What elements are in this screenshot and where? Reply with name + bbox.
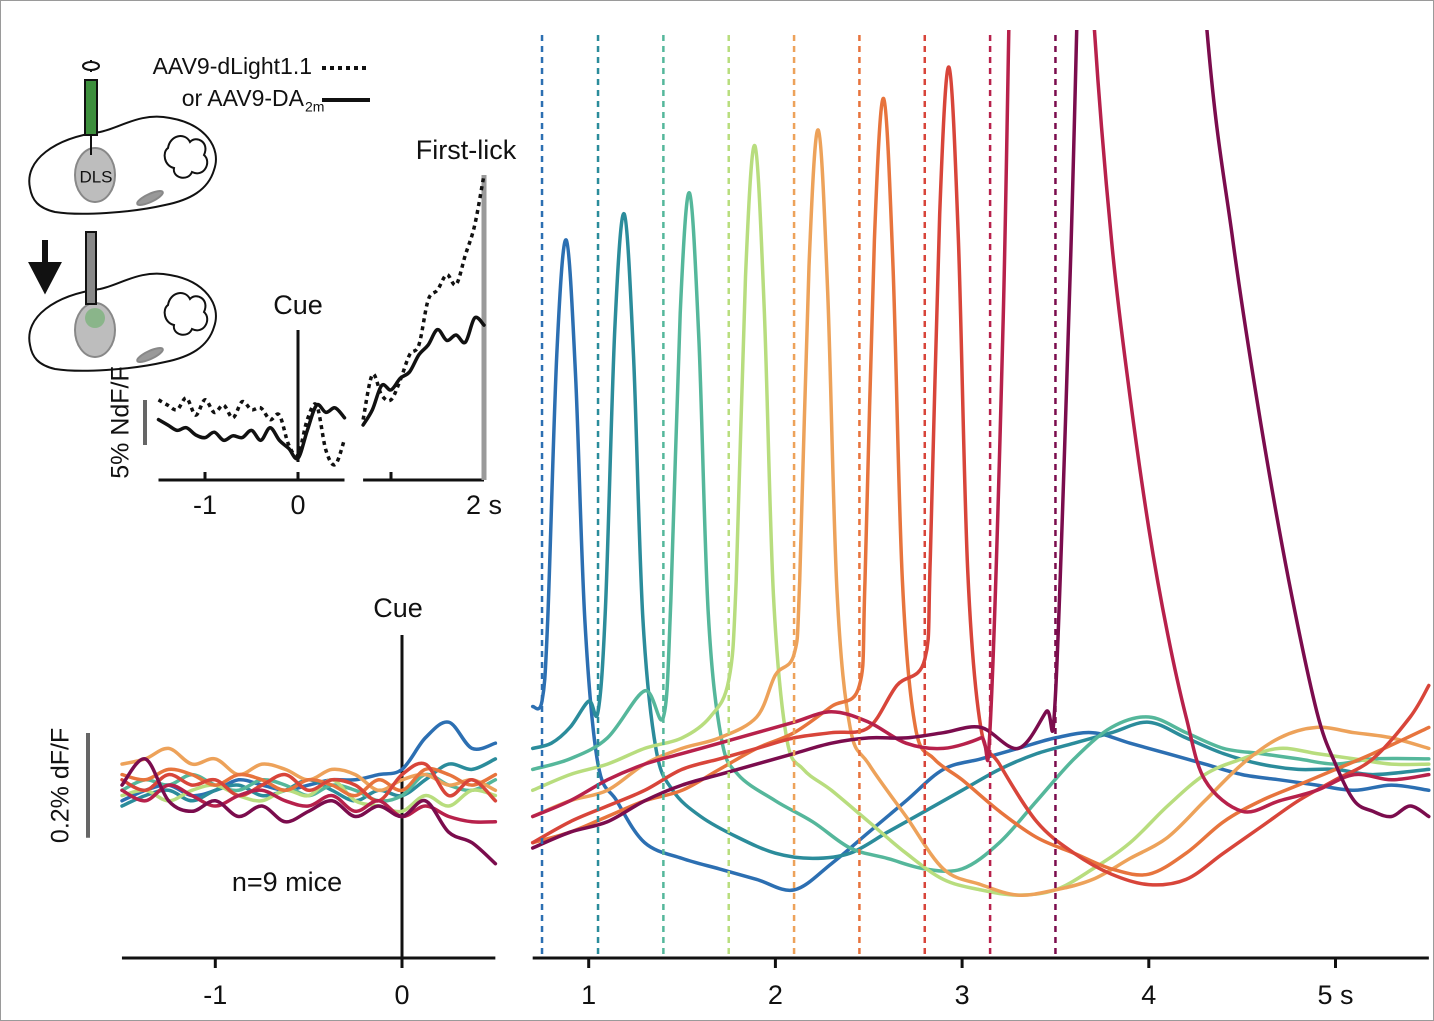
cerebellum [163,135,209,179]
plunger-cap [82,61,100,71]
x-tick-label: 1 [581,980,596,1010]
lick-aligned-traces [530,30,1431,897]
expression [85,308,105,328]
x-tick-label: 0 [394,980,409,1010]
legend-subscript: 2m [305,99,324,115]
cerebellum [163,292,209,336]
legend-label: AAV9-dLight1.1 [153,53,312,79]
x-tick-label: 2 s [466,490,502,520]
x-tick-label: 4 [1141,980,1156,1010]
x-tick-label: 3 [955,980,970,1010]
trace [156,402,347,461]
x-tick-label: 2 [768,980,783,1010]
legend-label: or AAV9-DA [182,85,305,111]
trace [120,757,498,866]
scale-bar-label: 5% NdF/F [107,366,135,479]
event-label: First-lick [416,135,517,165]
trace [530,96,1431,877]
arrow [28,240,62,295]
trace [157,396,347,467]
trace [530,144,1431,897]
trace [361,315,486,427]
trace [530,238,1431,893]
x-tick-label: 5 s [1317,980,1353,1010]
x-tick-label: -1 [203,980,227,1010]
trace [530,191,1431,874]
trace [530,30,1431,850]
trace [530,65,1431,887]
scale-bar-label: 0.2% dF/F [47,728,75,843]
trace [361,174,486,420]
region-label: DLS [79,167,112,186]
syringe [84,79,98,136]
annotation: n=9 mice [232,867,342,897]
trace [530,30,1431,819]
x-tick-label: 0 [290,490,305,520]
event-label: Cue [273,290,323,320]
region [136,347,164,363]
optic-fiber [85,231,97,305]
event-label: Cue [373,593,423,623]
trace [530,128,1431,897]
trace [120,761,498,803]
illustration [28,60,217,372]
dls-region [74,147,116,203]
trace [530,212,1431,861]
x-tick-label: -1 [193,490,217,520]
region [136,190,164,206]
